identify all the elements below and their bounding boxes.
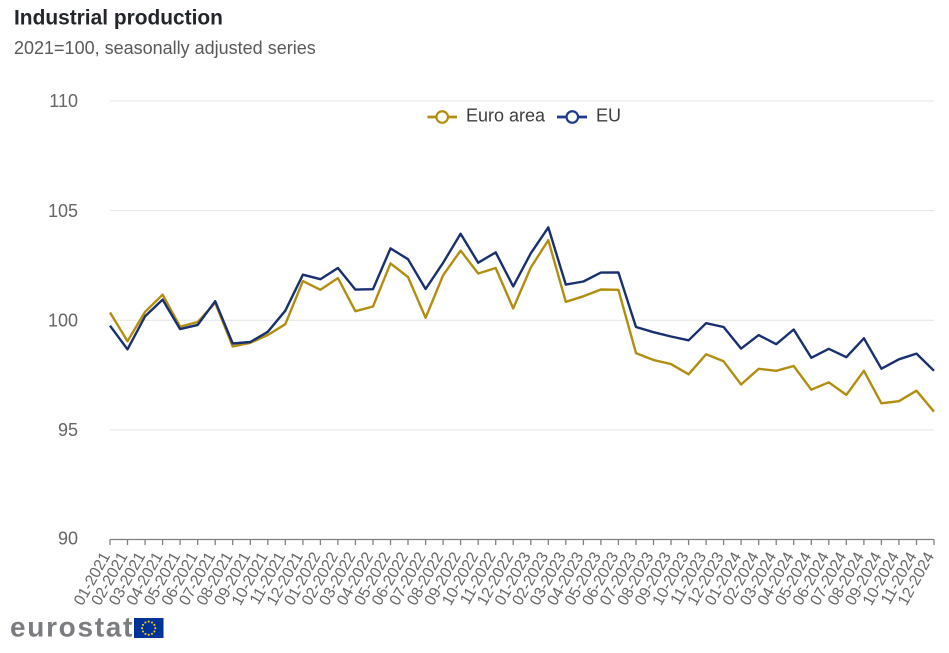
svg-text:EU: EU [596,106,621,126]
svg-text:eurostat: eurostat [10,612,134,643]
svg-text:Industrial production: Industrial production [14,7,223,30]
svg-text:105: 105 [48,201,78,221]
svg-text:110: 110 [49,91,78,111]
svg-text:100: 100 [48,310,78,330]
svg-text:90: 90 [58,529,78,549]
svg-text:Euro area: Euro area [466,106,546,126]
svg-text:95: 95 [58,420,78,440]
svg-text:2021=100, seasonally adjusted: 2021=100, seasonally adjusted series [14,38,316,58]
